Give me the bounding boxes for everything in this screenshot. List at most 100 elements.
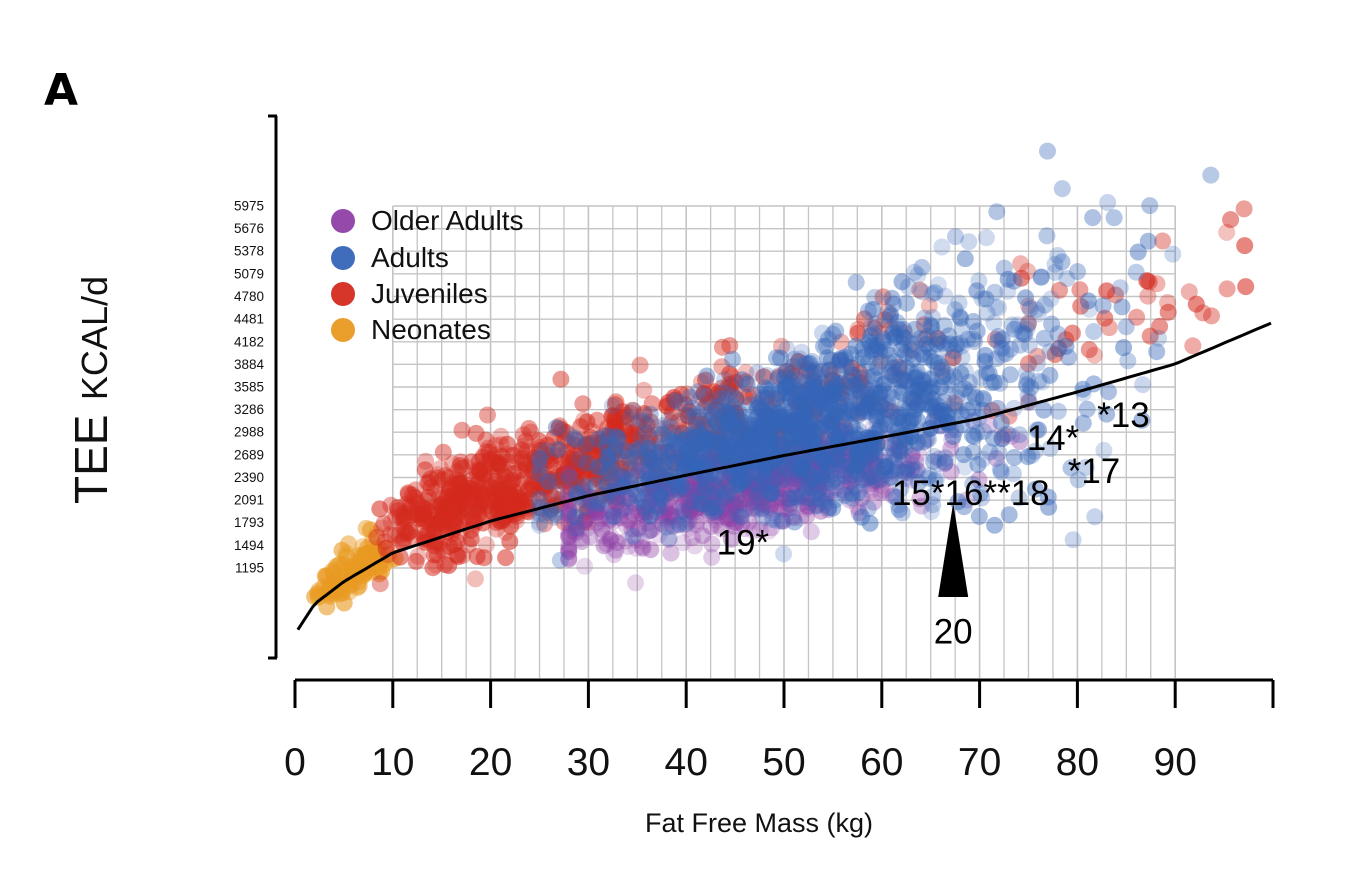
data-point xyxy=(754,400,772,418)
data-point xyxy=(818,349,836,367)
data-point xyxy=(877,341,895,359)
data-point xyxy=(802,461,820,478)
data-point xyxy=(1016,325,1034,343)
data-point xyxy=(793,459,811,477)
data-point xyxy=(874,461,892,479)
data-point xyxy=(762,495,780,513)
data-point xyxy=(871,385,889,403)
data-point xyxy=(679,437,697,455)
data-point xyxy=(710,410,728,428)
data-point xyxy=(818,466,836,484)
data-point xyxy=(1005,320,1023,338)
data-point xyxy=(555,513,573,531)
data-point xyxy=(780,499,798,517)
data-point xyxy=(803,353,821,370)
data-point xyxy=(693,481,711,499)
data-point xyxy=(717,501,735,519)
data-point xyxy=(743,416,760,434)
data-point xyxy=(755,461,773,479)
data-point xyxy=(910,396,928,414)
data-point xyxy=(989,332,1007,350)
data-point xyxy=(862,482,880,500)
data-point xyxy=(835,466,853,484)
data-point xyxy=(812,463,830,481)
data-point xyxy=(815,485,833,503)
data-point xyxy=(837,453,855,471)
data-point xyxy=(497,549,515,567)
legend-label-3: Neonates xyxy=(371,314,491,345)
data-point xyxy=(716,439,734,457)
data-point xyxy=(762,414,780,432)
data-point xyxy=(893,273,911,291)
data-point xyxy=(1133,411,1151,429)
data-point xyxy=(733,437,751,455)
data-point xyxy=(928,335,946,353)
data-point xyxy=(946,401,964,419)
data-point xyxy=(811,480,829,498)
data-point xyxy=(931,332,949,350)
data-point xyxy=(795,477,813,494)
data-point xyxy=(819,427,837,445)
data-point xyxy=(723,436,741,454)
data-point xyxy=(676,452,694,470)
data-point xyxy=(1071,281,1089,299)
data-point xyxy=(723,491,741,509)
data-point xyxy=(1138,272,1156,290)
data-point xyxy=(405,506,423,523)
data-point xyxy=(729,426,746,444)
legend-marker-2 xyxy=(331,282,355,306)
data-point xyxy=(792,408,810,425)
data-point xyxy=(639,449,657,466)
data-point xyxy=(748,408,766,426)
data-point xyxy=(653,481,671,499)
data-point xyxy=(419,488,437,506)
data-point xyxy=(914,371,932,389)
data-point xyxy=(687,516,705,534)
data-point xyxy=(704,473,722,491)
data-point xyxy=(855,447,872,465)
data-point xyxy=(797,355,815,373)
data-point xyxy=(651,444,669,461)
data-point xyxy=(1180,283,1198,301)
data-point xyxy=(995,426,1013,444)
data-point xyxy=(720,437,738,455)
data-point xyxy=(677,458,695,476)
data-point xyxy=(864,417,882,435)
data-point xyxy=(824,371,842,389)
data-point xyxy=(813,468,831,486)
data-point xyxy=(755,498,773,516)
data-point xyxy=(745,464,763,482)
data-point xyxy=(746,411,764,429)
data-point xyxy=(763,404,781,422)
data-point xyxy=(707,413,725,431)
data-point xyxy=(747,475,765,493)
data-point xyxy=(1001,366,1019,384)
data-point xyxy=(893,414,911,432)
data-point xyxy=(697,478,715,496)
data-point xyxy=(830,394,848,412)
data-point xyxy=(856,351,874,369)
data-point xyxy=(796,385,814,402)
data-point xyxy=(704,507,722,525)
data-point xyxy=(1113,298,1131,316)
data-point xyxy=(876,458,894,476)
data-point xyxy=(740,388,757,406)
data-point xyxy=(860,333,878,351)
data-point xyxy=(627,531,645,549)
data-point xyxy=(722,405,740,423)
data-point xyxy=(575,513,593,531)
data-point xyxy=(639,498,657,516)
data-point xyxy=(863,342,881,360)
data-point xyxy=(695,444,713,462)
data-point xyxy=(854,402,872,420)
data-point xyxy=(629,441,647,459)
x-axis-label: Fat Free Mass (kg) xyxy=(645,808,873,838)
data-point xyxy=(846,469,864,486)
data-point xyxy=(892,378,910,396)
data-point xyxy=(675,452,693,469)
data-point xyxy=(687,437,704,455)
y-tick-label: 4481 xyxy=(234,312,264,327)
data-point xyxy=(882,468,900,486)
data-point xyxy=(690,476,708,494)
data-point xyxy=(882,311,899,329)
